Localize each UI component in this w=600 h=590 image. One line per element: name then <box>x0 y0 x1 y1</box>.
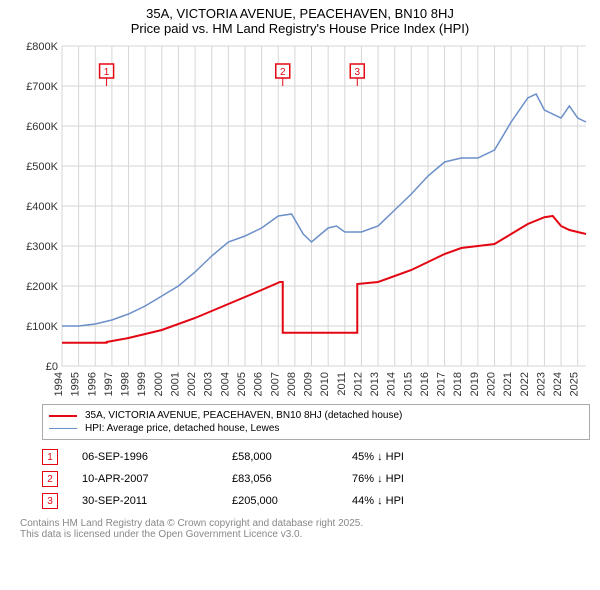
chart-svg: £0 £100K £200K £300K £400K £500K £600K £700K £80… <box>20 40 590 400</box>
y-tick-label: £500K <box>26 161 58 173</box>
legend-label: HPI: Average price, detached house, Lewe… <box>85 423 279 434</box>
footer-line1: Contains HM Land Registry data © Crown c… <box>20 518 590 529</box>
x-tick-label: 2017 <box>436 372 448 396</box>
y-tick-label: £400K <box>26 201 58 213</box>
transaction-row: 3 30-SEP-2011£205,00044% ↓ HPI <box>42 490 590 512</box>
x-tick-label: 2002 <box>186 372 198 396</box>
transaction-marker: 2 <box>42 471 58 487</box>
transaction-hpi: 45% ↓ HPI <box>352 451 404 463</box>
x-tick-label: 1994 <box>53 372 65 396</box>
x-tick-label: 2024 <box>552 372 564 396</box>
transaction-price: £83,056 <box>232 473 352 485</box>
x-tick-label: 2000 <box>153 372 165 396</box>
x-tick-label: 2014 <box>386 372 398 396</box>
footer: Contains HM Land Registry data © Crown c… <box>20 518 590 540</box>
x-tick-label: 2013 <box>369 372 381 396</box>
x-tick-label: 2007 <box>269 372 281 396</box>
chart-marker-number: 2 <box>280 67 286 78</box>
chart-marker-number: 3 <box>354 67 360 78</box>
price-paid-line <box>62 216 586 343</box>
x-tick-label: 2001 <box>169 372 181 396</box>
y-tick-label: £0 <box>46 361 58 373</box>
x-tick-label: 2020 <box>486 372 498 396</box>
y-tick-label: £700K <box>26 81 58 93</box>
x-tick-label: 2021 <box>502 372 514 396</box>
footer-line2: This data is licensed under the Open Gov… <box>20 529 590 540</box>
transaction-price: £205,000 <box>232 495 352 507</box>
legend-row: HPI: Average price, detached house, Lewe… <box>49 422 583 435</box>
x-tick-label: 1995 <box>70 372 82 396</box>
transaction-marker: 3 <box>42 493 58 509</box>
hpi-line <box>62 94 586 326</box>
transaction-hpi: 44% ↓ HPI <box>352 495 404 507</box>
legend-label: 35A, VICTORIA AVENUE, PEACEHAVEN, BN10 8… <box>85 410 402 421</box>
transaction-row: 1 06-SEP-1996£58,00045% ↓ HPI <box>42 446 590 468</box>
x-tick-label: 2012 <box>352 372 364 396</box>
transaction-marker: 1 <box>42 449 58 465</box>
x-tick-label: 2015 <box>402 372 414 396</box>
legend-swatch <box>49 415 77 417</box>
chart-area: £0 £100K £200K £300K £400K £500K £600K £700K £80… <box>20 40 590 400</box>
x-tick-label: 2009 <box>303 372 315 396</box>
y-tick-label: £600K <box>26 121 58 133</box>
title-subtitle: Price paid vs. HM Land Registry's House … <box>0 21 600 36</box>
y-tick-label: £800K <box>26 41 58 53</box>
x-tick-label: 1996 <box>86 372 98 396</box>
x-tick-label: 2003 <box>203 372 215 396</box>
x-tick-label: 2011 <box>336 372 348 396</box>
x-tick-label: 2019 <box>469 372 481 396</box>
y-tick-label: £200K <box>26 281 58 293</box>
transaction-table: 1 06-SEP-1996£58,00045% ↓ HPI 2 10-APR-2007… <box>42 446 590 512</box>
x-tick-label: 1997 <box>103 372 115 396</box>
x-tick-label: 2022 <box>519 372 531 396</box>
legend-swatch <box>49 428 77 430</box>
transaction-date: 10-APR-2007 <box>82 473 232 485</box>
x-tick-label: 2008 <box>286 372 298 396</box>
title-block: 35A, VICTORIA AVENUE, PEACEHAVEN, BN10 8… <box>0 0 600 40</box>
transaction-date: 30-SEP-2011 <box>82 495 232 507</box>
chart-container: 35A, VICTORIA AVENUE, PEACEHAVEN, BN10 8… <box>0 0 600 540</box>
legend-row: 35A, VICTORIA AVENUE, PEACEHAVEN, BN10 8… <box>49 409 583 422</box>
x-tick-label: 2010 <box>319 372 331 396</box>
x-tick-label: 2018 <box>452 372 464 396</box>
x-tick-label: 2005 <box>236 372 248 396</box>
x-tick-label: 2025 <box>569 372 581 396</box>
transaction-hpi: 76% ↓ HPI <box>352 473 404 485</box>
transaction-price: £58,000 <box>232 451 352 463</box>
y-tick-label: £100K <box>26 321 58 333</box>
x-tick-label: 2016 <box>419 372 431 396</box>
x-tick-label: 2004 <box>219 372 231 396</box>
x-tick-label: 2006 <box>253 372 265 396</box>
transaction-row: 2 10-APR-2007£83,05676% ↓ HPI <box>42 468 590 490</box>
x-tick-label: 1999 <box>136 372 148 396</box>
legend-box: 35A, VICTORIA AVENUE, PEACEHAVEN, BN10 8… <box>42 404 590 440</box>
chart-marker-number: 1 <box>104 67 110 78</box>
y-tick-label: £300K <box>26 241 58 253</box>
x-tick-label: 1998 <box>120 372 132 396</box>
x-tick-label: 2023 <box>535 372 547 396</box>
transaction-date: 06-SEP-1996 <box>82 451 232 463</box>
title-address: 35A, VICTORIA AVENUE, PEACEHAVEN, BN10 8… <box>0 6 600 21</box>
